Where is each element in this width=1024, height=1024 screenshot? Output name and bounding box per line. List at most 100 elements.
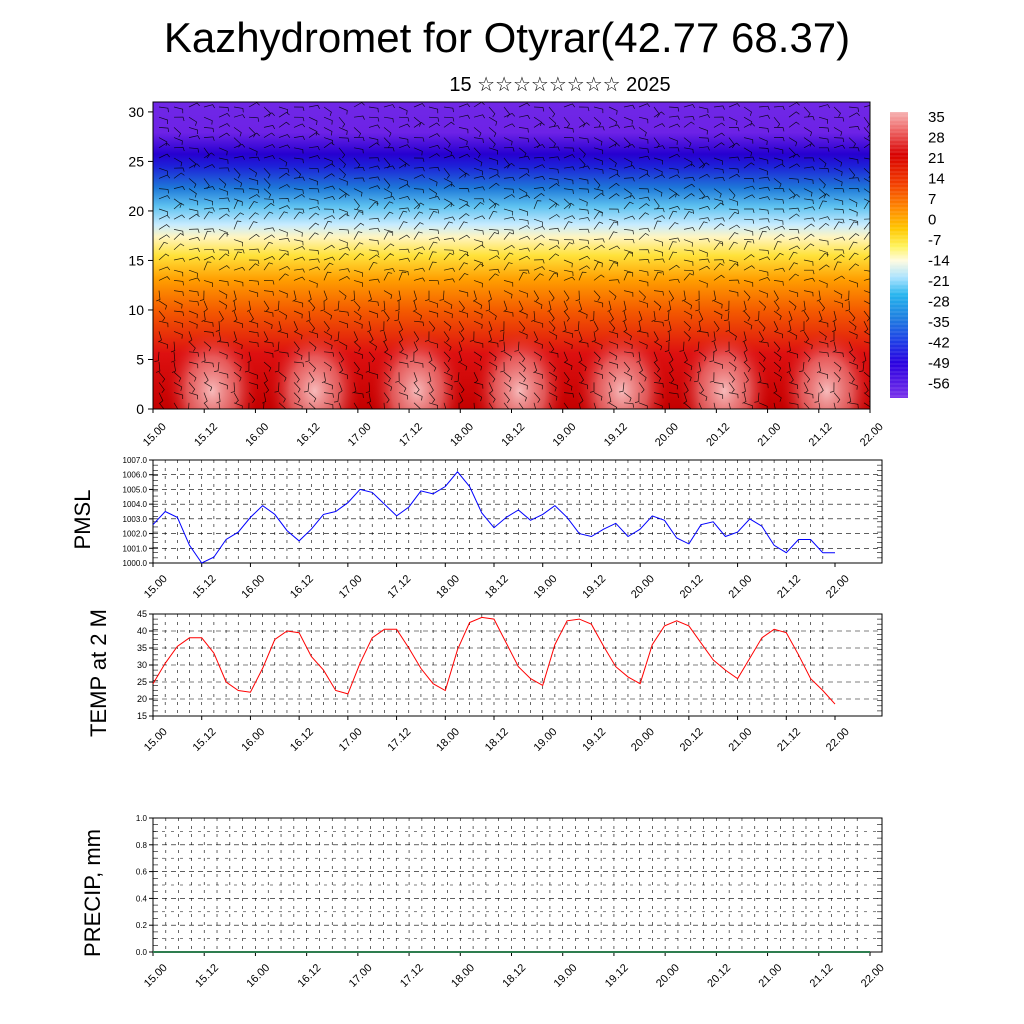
wind-barb (623, 125, 635, 130)
wind-barb (293, 229, 303, 237)
wind-barb (693, 372, 700, 383)
wind-barb (578, 361, 587, 372)
wind-barb (788, 229, 800, 234)
wind-barb (173, 300, 183, 309)
x-tick-label: 15.00 (142, 726, 170, 754)
wind-barb (773, 267, 786, 272)
wind-barb (863, 143, 870, 149)
wind-barb (173, 320, 184, 328)
wind-barb (248, 341, 259, 348)
wind-barb (244, 361, 250, 373)
wind-barb (368, 124, 380, 129)
wind-barb (668, 278, 680, 284)
wind-barb (368, 106, 379, 113)
wind-barb (758, 341, 769, 347)
wind-barb (428, 106, 439, 114)
wind-barb (398, 351, 408, 360)
wind-barb (443, 154, 456, 159)
wind-barb (578, 245, 591, 251)
wind-barb (863, 244, 870, 251)
wind-barb (518, 320, 526, 332)
wind-barb (274, 341, 280, 352)
x-tick-label: 17.12 (397, 421, 425, 449)
wind-barb (398, 116, 410, 122)
colorbar-label: 14 (928, 171, 945, 188)
wind-barb (188, 208, 199, 215)
wind-barb (383, 104, 396, 109)
wind-barb (833, 127, 843, 136)
wind-barb (818, 382, 824, 394)
wind-barb (218, 197, 230, 202)
wind-barb (818, 351, 829, 357)
wind-barb (724, 310, 730, 321)
wind-barb (638, 290, 646, 301)
wind-barb (758, 208, 769, 215)
wind-barb (623, 351, 634, 357)
wind-barb (848, 310, 856, 322)
wind-barb (758, 127, 769, 133)
wind-barb (308, 198, 319, 205)
wind-barb (303, 382, 310, 393)
wind-barb (368, 201, 379, 210)
wind-barb (293, 123, 306, 128)
wind-barb (803, 243, 815, 251)
wind-barb (263, 280, 275, 285)
y-tick-label: 1006.0 (123, 471, 148, 480)
wind-barb (398, 361, 409, 368)
wind-barb (713, 198, 724, 206)
wind-barb (563, 127, 574, 133)
wind-barb (563, 351, 568, 363)
wind-barb (574, 321, 580, 332)
wind-barb (428, 195, 441, 201)
wind-barb (622, 300, 627, 312)
wind-barb (428, 208, 440, 214)
wind-barb (218, 123, 230, 128)
wind-barb (353, 310, 362, 321)
wind-barb (683, 211, 693, 220)
wind-barb (173, 167, 185, 172)
wind-barb (173, 290, 184, 296)
wind-barb (608, 193, 620, 200)
wind-barb (413, 341, 419, 353)
chart-subtitle: 15 ☆☆☆☆☆☆☆☆ 2025 (449, 74, 671, 96)
wind-barb (623, 116, 633, 125)
wind-barb (833, 300, 843, 308)
wind-barb (443, 116, 455, 122)
wind-barb (698, 265, 710, 271)
wind-barb (233, 371, 242, 382)
wind-barb (788, 351, 798, 359)
wind-barb (292, 290, 297, 302)
wind-barb (698, 280, 708, 288)
wind-barb (188, 135, 201, 140)
wind-barb (203, 198, 213, 206)
wind-barb (728, 263, 739, 271)
wind-barb (754, 310, 760, 322)
wind-barb (458, 300, 465, 312)
wind-barb (353, 231, 363, 240)
wind-barb (548, 253, 560, 261)
wind-barb (696, 321, 702, 333)
wind-barb (353, 157, 361, 169)
y-tick-label: 30 (137, 660, 147, 670)
wind-barb (698, 382, 705, 394)
wind-barb (158, 174, 171, 179)
wind-barb (578, 341, 589, 348)
wind-barb (443, 147, 453, 157)
wind-barb (278, 237, 290, 243)
wind-barb (398, 257, 411, 262)
wind-barb (366, 392, 371, 404)
wind-barb (743, 122, 755, 128)
wind-barb (578, 147, 586, 158)
wind-barb (563, 202, 575, 210)
wind-barb (293, 239, 304, 246)
wind-barb (338, 341, 348, 350)
wind-barb (458, 103, 471, 108)
wind-barb (518, 137, 530, 143)
wind-barb (803, 223, 815, 230)
wind-barb (818, 341, 829, 348)
wind-barb (608, 124, 620, 129)
wind-barb (698, 114, 711, 118)
wind-barb (653, 392, 664, 399)
y-tick-label: 1.0 (136, 814, 148, 823)
wind-barb (518, 382, 528, 390)
